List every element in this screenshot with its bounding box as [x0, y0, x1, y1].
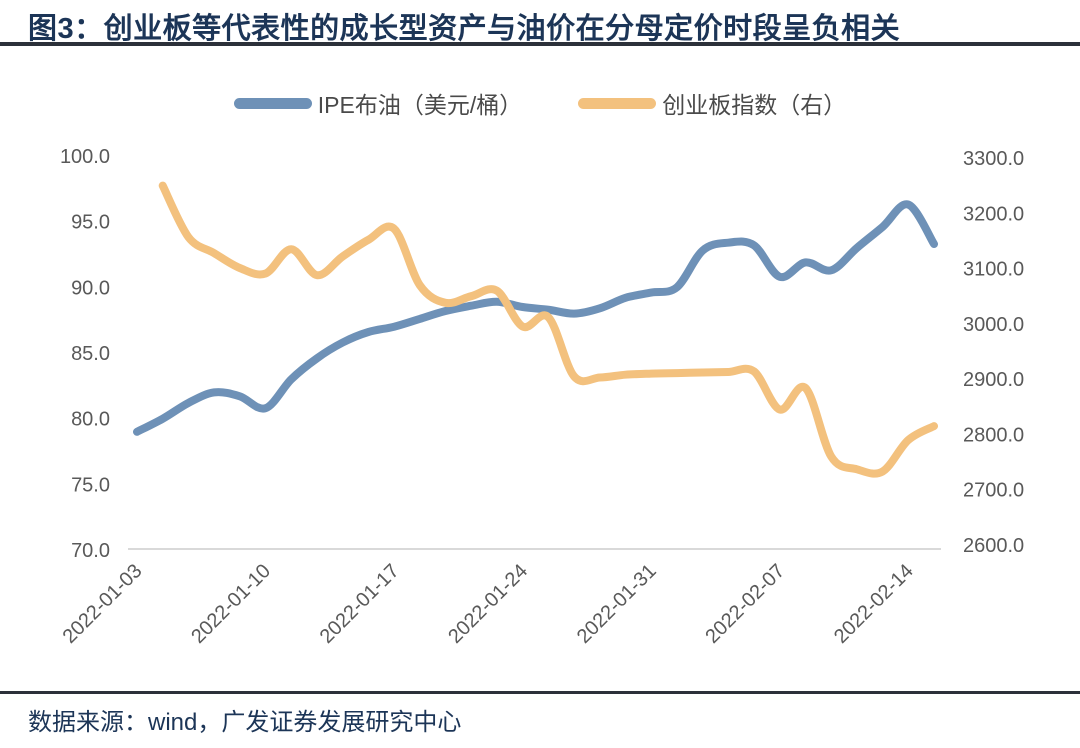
svg-text:75.0: 75.0: [71, 474, 110, 496]
svg-text:2022-01-17: 2022-01-17: [316, 560, 404, 648]
legend-swatch-brent-line: [233, 97, 312, 109]
data-source: 数据来源：wind，广发证券发展研究中心: [28, 709, 462, 736]
svg-text:100.0: 100.0: [60, 146, 110, 168]
svg-text:3000.0: 3000.0: [963, 314, 1024, 336]
legend-label-brent: IPE布油（美元/桶）: [317, 92, 523, 118]
svg-text:2022-01-03: 2022-01-03: [59, 560, 147, 648]
legend-swatch-chinext-line: [578, 97, 657, 109]
svg-text:2600.0: 2600.0: [963, 535, 1024, 557]
legend-item-chinext: 创业板指数（右）: [578, 86, 846, 120]
svg-text:2022-01-31: 2022-01-31: [573, 560, 661, 648]
svg-text:2022-02-14: 2022-02-14: [830, 560, 918, 648]
svg-text:2700.0: 2700.0: [963, 480, 1024, 502]
svg-text:2800.0: 2800.0: [963, 424, 1024, 446]
svg-text:70.0: 70.0: [71, 540, 110, 562]
svg-text:3200.0: 3200.0: [963, 203, 1024, 225]
chart-title: 图3：创业板等代表性的成长型资产与油价在分母定价时段呈负相关: [28, 13, 901, 45]
legend-label-chinext: 创业板指数（右）: [662, 92, 847, 118]
svg-text:85.0: 85.0: [71, 343, 110, 365]
svg-text:95.0: 95.0: [71, 212, 110, 234]
svg-text:80.0: 80.0: [71, 409, 110, 431]
svg-text:2900.0: 2900.0: [963, 369, 1024, 391]
legend: IPE布油（美元/桶） 创业板指数（右）: [0, 86, 1080, 120]
svg-text:2022-02-07: 2022-02-07: [701, 560, 789, 648]
svg-text:3300.0: 3300.0: [963, 148, 1024, 170]
svg-text:90.0: 90.0: [71, 277, 110, 299]
footer-divider: [0, 691, 1080, 694]
legend-item-brent: IPE布油（美元/桶）: [233, 86, 523, 120]
svg-text:2022-01-10: 2022-01-10: [187, 560, 275, 648]
title-divider: [0, 42, 1080, 46]
svg-text:3100.0: 3100.0: [963, 259, 1024, 281]
svg-text:2022-01-24: 2022-01-24: [444, 560, 532, 648]
